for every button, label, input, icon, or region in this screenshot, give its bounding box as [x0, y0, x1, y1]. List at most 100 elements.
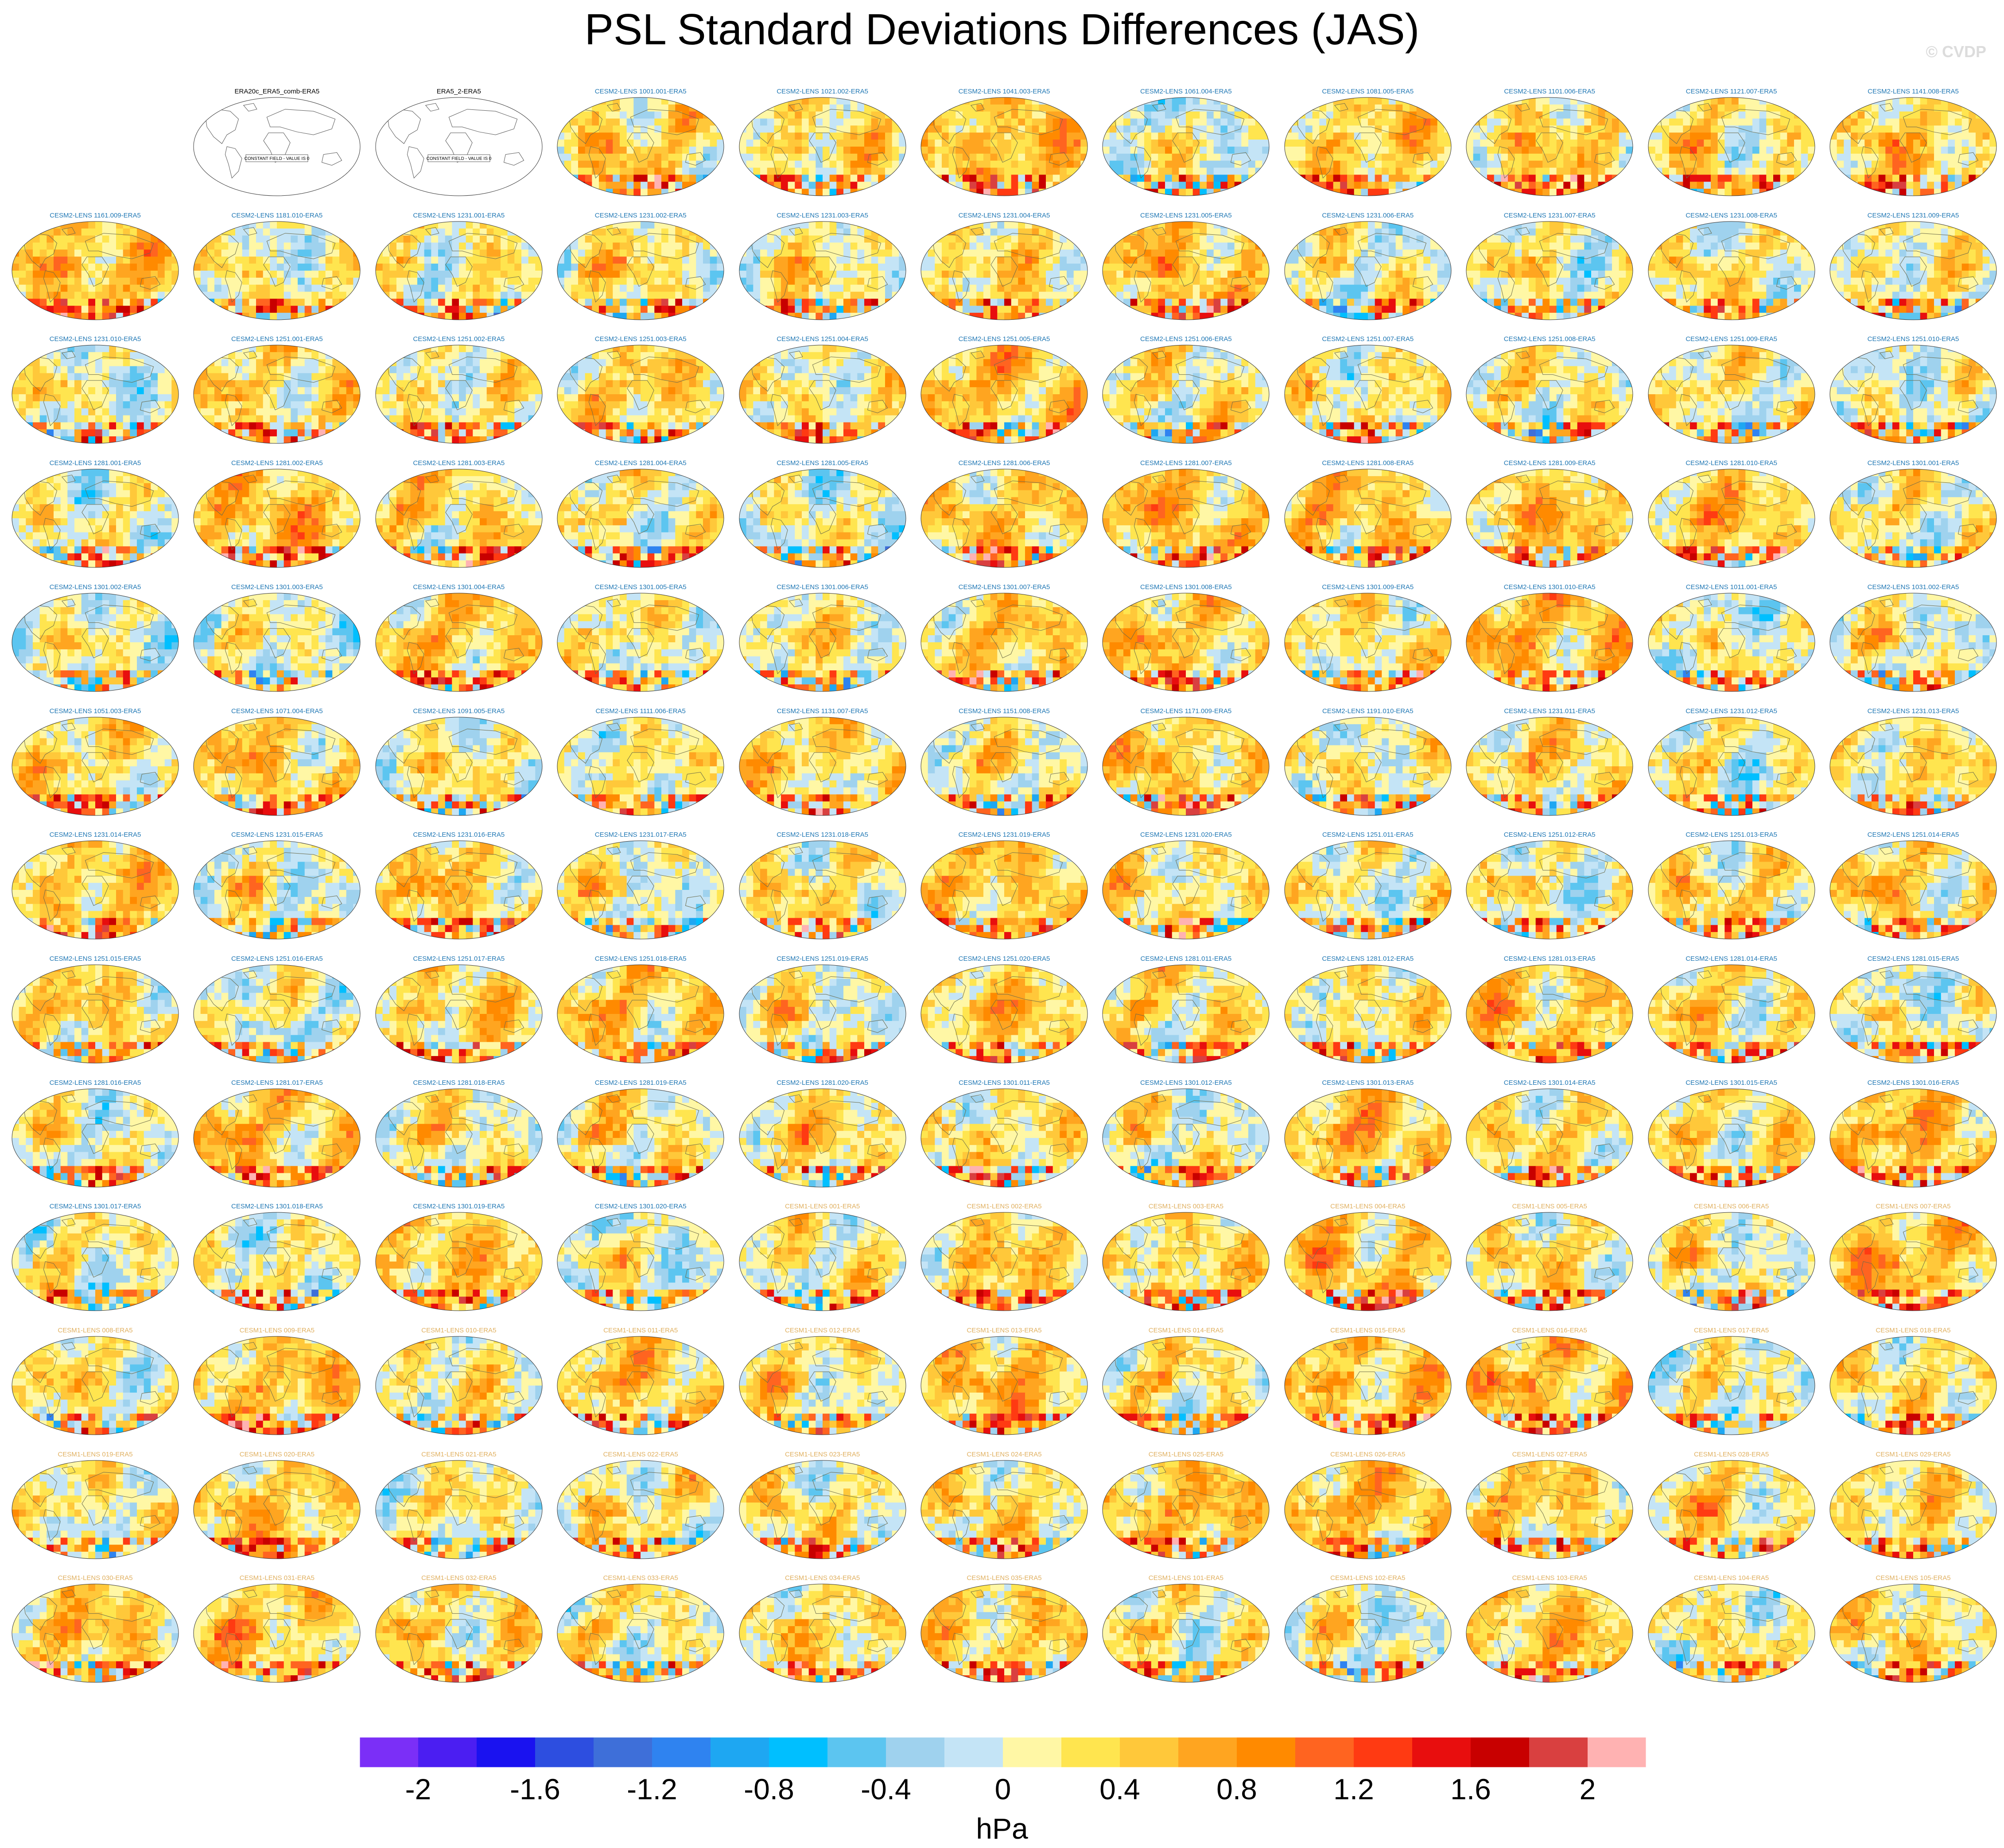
map-cell — [473, 228, 480, 236]
map-cell — [1018, 167, 1025, 175]
map-cell — [1172, 147, 1180, 154]
map-cell — [668, 242, 676, 250]
map-cell — [836, 270, 844, 278]
map-cell — [403, 270, 411, 278]
map-cell — [829, 228, 837, 236]
map-cell — [578, 312, 586, 320]
map-cell — [1501, 189, 1508, 196]
map-cell — [1305, 111, 1313, 119]
map-cell — [1227, 175, 1235, 182]
map-cell — [935, 291, 942, 299]
map-cell — [1955, 189, 1962, 196]
map-cell — [1801, 167, 1808, 175]
map-cell — [95, 270, 103, 278]
continent-outline — [1134, 146, 1151, 179]
map-cell — [81, 263, 89, 271]
map-cell — [201, 235, 208, 243]
panel-title: CESM2-LENS 1041.003-ERA5 — [913, 88, 1095, 95]
map-cell — [102, 221, 109, 229]
map-cell — [1731, 97, 1739, 105]
map-cell — [1220, 235, 1228, 243]
map-cell — [473, 249, 480, 257]
map-cell — [1165, 175, 1173, 182]
continent-outline — [1498, 146, 1515, 179]
map-cell — [403, 249, 411, 257]
map-cell — [599, 153, 606, 161]
map-cell — [871, 263, 878, 271]
map-cell — [641, 97, 648, 105]
map-cell — [1255, 140, 1263, 147]
map-cell — [1794, 160, 1801, 168]
map-cell — [1165, 118, 1173, 126]
map-cell — [116, 312, 124, 320]
map-cell — [221, 299, 229, 306]
map-cell — [1710, 189, 1718, 196]
map-cell — [1172, 235, 1180, 243]
map-cell — [1080, 305, 1087, 313]
map-cell — [33, 277, 40, 285]
map-cell — [1207, 160, 1214, 168]
map-cell — [1766, 189, 1774, 196]
map-cell — [1116, 189, 1124, 196]
map-cell — [1872, 125, 1879, 133]
map-cell — [710, 284, 718, 292]
map-cell — [403, 284, 411, 292]
map-cell — [1039, 147, 1046, 154]
map-cell — [1669, 140, 1676, 147]
map-cell — [39, 270, 47, 278]
map-cell — [571, 291, 579, 299]
map-cell — [1584, 147, 1592, 154]
map-cell — [194, 305, 201, 313]
map-cell — [675, 125, 683, 133]
map-cell — [1073, 235, 1081, 243]
map-cell — [1801, 118, 1808, 126]
map-cell — [1025, 235, 1033, 243]
map-cell — [857, 277, 865, 285]
map-cell — [969, 175, 977, 182]
map-cell — [466, 270, 473, 278]
map-cell — [346, 256, 354, 264]
map-cell — [291, 284, 298, 292]
map-cell — [1200, 147, 1207, 154]
map-cell — [1807, 140, 1815, 147]
panel-title: CESM2-LENS 1231.003-ERA5 — [732, 212, 913, 219]
map-cell — [969, 284, 977, 292]
map-cell — [1067, 97, 1074, 105]
map-cell — [928, 249, 935, 257]
map-cell — [1165, 228, 1173, 236]
map-panel: CESM2-LENS 1231.003-ERA5 — [732, 211, 913, 335]
map-cell — [1501, 132, 1508, 140]
map-cell — [486, 235, 494, 243]
map-cell — [54, 242, 61, 250]
map-cell — [466, 277, 473, 285]
map-cell — [1116, 147, 1124, 154]
map-cell — [1961, 111, 1969, 119]
map-cell — [1844, 147, 1851, 154]
map-cell — [318, 312, 326, 320]
map-cell — [1214, 228, 1221, 236]
map-cell — [654, 270, 662, 278]
map-cell — [1731, 189, 1739, 196]
map-cell — [1857, 153, 1865, 161]
map-cell — [171, 284, 179, 292]
map-cell — [1626, 140, 1633, 147]
map-cell — [1409, 147, 1417, 154]
map-cell — [969, 182, 977, 189]
map-cell — [1052, 147, 1060, 154]
map-cell — [270, 249, 277, 257]
map-cell — [1844, 118, 1851, 126]
map-cell — [878, 125, 885, 133]
map-cell — [1444, 182, 1451, 189]
map-cell — [137, 249, 144, 257]
map-cell — [1158, 242, 1165, 250]
map-cell — [1830, 167, 1837, 175]
map-cell — [898, 147, 906, 154]
map-plot — [375, 221, 543, 320]
map-cell — [332, 249, 340, 257]
map-cell — [898, 299, 906, 306]
continent-outline — [685, 276, 706, 290]
map-cell — [1731, 140, 1739, 147]
map-cell — [1158, 235, 1165, 243]
map-cell — [885, 189, 892, 196]
map-cell — [578, 299, 586, 306]
